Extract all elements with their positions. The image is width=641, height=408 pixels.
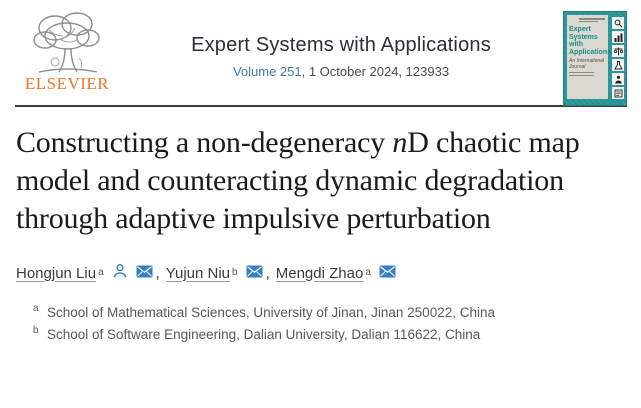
volume-issue-line: Volume 251, 1 October 2024, 123933	[119, 64, 563, 79]
affiliation-list: a School of Mathematical Sciences, Unive…	[16, 303, 625, 342]
volume-link[interactable]: Volume 251	[232, 64, 302, 79]
article-title: Constructing a non-degeneracy nD chaotic…	[16, 124, 621, 238]
elsevier-logo: ELSEVIER	[15, 10, 119, 94]
header-divider	[15, 105, 627, 107]
elsevier-wordmark: ELSEVIER	[24, 74, 110, 93]
cover-icon-strip	[611, 17, 625, 101]
elsevier-tree-icon	[33, 12, 100, 73]
affiliation-label: b	[33, 325, 39, 336]
journal-title-block: Expert Systems with Applications Volume …	[119, 10, 563, 79]
author-separator: ,	[155, 264, 160, 282]
author-list: Hongjun Liu a , Yujun Niu b , Mengdi Zhao a	[16, 263, 625, 283]
cover-book-icon	[612, 87, 624, 99]
title-italic-n: n	[392, 126, 408, 159]
affiliation-text: School of Software Engineering, Dalian U…	[47, 327, 481, 342]
email-author-icon[interactable]	[246, 265, 263, 282]
cover-decor-line	[579, 18, 605, 20]
email-author-icon[interactable]	[136, 265, 153, 282]
author-separator: ,	[265, 264, 270, 282]
issue-info: , 1 October 2024, 123933	[301, 64, 450, 79]
email-author-icon[interactable]	[379, 265, 396, 282]
cover-decor-line	[579, 20, 598, 22]
journal-header: ELSEVIER Expert Systems with Application…	[0, 0, 641, 106]
affiliation-text: School of Mathematical Sciences, Univers…	[47, 305, 495, 320]
cover-magnifier-icon	[612, 17, 624, 29]
cover-barchart-icon	[612, 31, 624, 43]
corresponding-author-person-icon[interactable]	[112, 263, 128, 283]
cover-journal-subtitle: An International Journal	[569, 58, 605, 70]
cover-flask-icon	[612, 59, 624, 71]
journal-title-link[interactable]: Expert Systems with Applications	[191, 34, 491, 56]
cover-decor-line	[569, 72, 594, 74]
cover-scales-icon	[612, 45, 624, 57]
author-link[interactable]: Hongjun Liu	[16, 264, 97, 282]
author-link[interactable]: Yujun Niu	[165, 264, 231, 282]
affiliation-row: b School of Software Engineering, Dalian…	[16, 325, 625, 342]
article-block: Constructing a non-degeneracy nD chaotic…	[0, 124, 641, 342]
title-segment: Constructing a non-degeneracy	[16, 126, 393, 159]
title-segment: D chaotic map model and counteracting dy…	[16, 126, 580, 235]
journal-cover-thumbnail[interactable]: Expert Systems with Applications An Inte…	[563, 11, 627, 106]
cover-decor-line	[569, 75, 594, 77]
affiliation-label: a	[33, 303, 39, 314]
cover-panel: Expert Systems with Applications An Inte…	[567, 15, 612, 99]
cover-person-icon	[612, 73, 624, 85]
author-link[interactable]: Mengdi Zhao	[275, 264, 364, 282]
cover-journal-title: Expert Systems with Applications	[569, 26, 612, 56]
affiliation-row: a School of Mathematical Sciences, Unive…	[16, 303, 625, 320]
